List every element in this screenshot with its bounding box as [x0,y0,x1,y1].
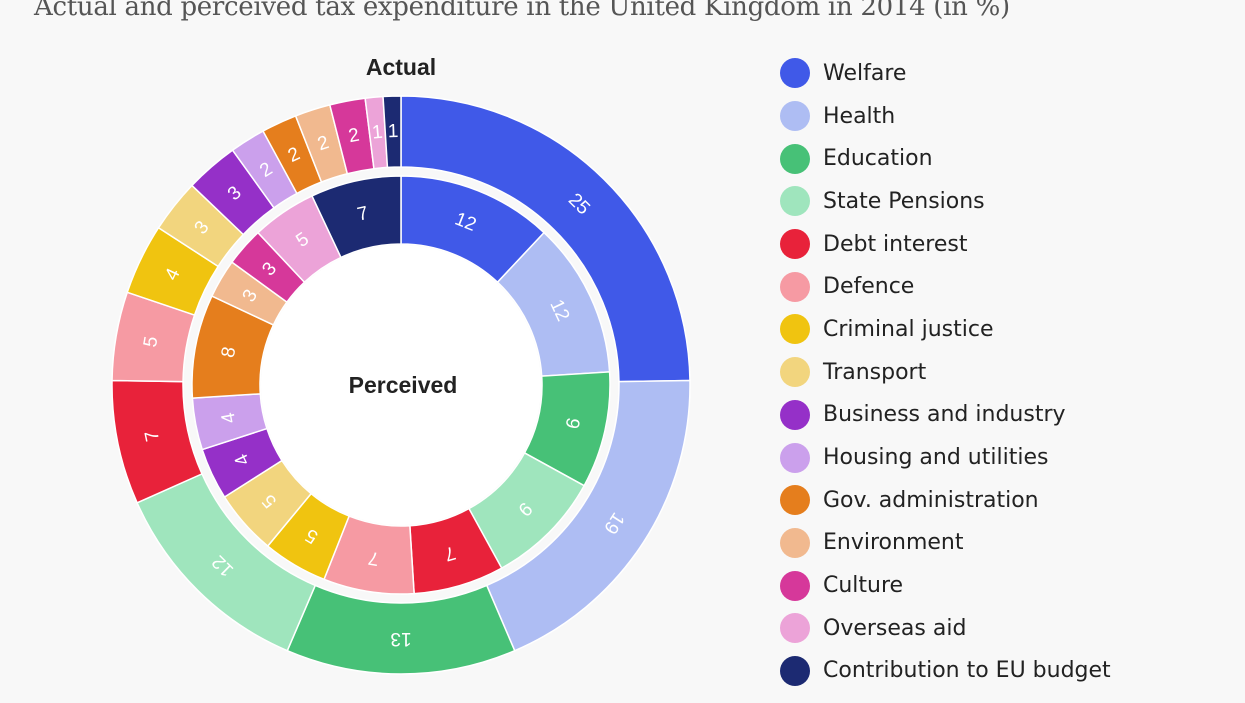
legend-swatch-icon [780,485,810,516]
legend-swatch-icon [780,655,810,686]
legend-label: Defence [823,274,915,300]
perceived-data-label-10: 8 [218,345,241,359]
legend-swatch-icon [780,527,810,558]
perceived-data-label-14: 7 [355,203,370,226]
legend-swatch-icon [780,613,810,644]
legend-item[interactable]: Welfare [780,52,1111,95]
legend-item[interactable]: Housing and utilities [780,436,1111,479]
legend-label: Health [823,103,896,129]
legend-label: Housing and utilities [823,445,1049,471]
legend-item[interactable]: Contribution to EU budget [780,650,1111,693]
legend-swatch-icon [780,143,810,174]
chart-title: Actual and perceived tax expenditure in … [34,0,1010,22]
actual-data-label-4: 7 [141,429,164,444]
legend-swatch-icon [780,58,810,89]
actual-data-label-14: 1 [388,121,399,142]
legend-item[interactable]: Culture [780,564,1111,607]
perceived-data-label-2: 9 [560,416,583,431]
legend-swatch-icon [780,101,810,132]
perceived-segment-14 [311,175,402,259]
legend-label: State Pensions [823,188,985,214]
legend-swatch-icon [780,271,810,302]
perceived-data-label-9: 4 [218,410,241,425]
legend-item[interactable]: Education [780,137,1111,180]
outer-ring-label: Actual [366,54,436,80]
actual-segment-14 [382,95,402,169]
legend-label: Debt interest [823,231,968,257]
legend-item[interactable]: Gov. administration [780,479,1111,522]
legend-swatch-icon [780,442,810,473]
legend-label: Education [823,146,933,172]
legend-item[interactable]: Defence [780,265,1111,308]
legend-item[interactable]: Environment [780,522,1111,565]
legend-label: Culture [823,573,904,599]
legend-item[interactable]: Transport [780,351,1111,394]
legend-swatch-icon [780,314,810,345]
legend-swatch-icon [780,186,810,217]
legend-item[interactable]: Health [780,95,1111,138]
legend-item[interactable]: Criminal justice [780,308,1111,351]
legend: Welfare Health Education State Pensions Debt… [780,52,1111,692]
legend-label: Contribution to EU budget [823,658,1111,684]
legend-label: Transport [823,359,927,385]
legend-label: Overseas aid [823,615,967,641]
legend-label: Criminal justice [823,316,994,342]
legend-item[interactable]: Business and industry [780,394,1111,437]
legend-swatch-icon [780,399,810,430]
actual-data-label-13: 1 [371,122,383,144]
legend-item[interactable]: Overseas aid [780,607,1111,650]
inner-hole [261,245,541,525]
legend-label: Business and industry [823,402,1066,428]
legend-label: Environment [823,530,964,556]
legend-label: Welfare [823,60,907,86]
legend-swatch-icon [780,357,810,388]
actual-data-label-12: 2 [347,125,361,148]
inner-ring-label: Perceived [349,372,458,398]
legend-item[interactable]: Debt interest [780,223,1111,266]
legend-swatch-icon [780,229,810,260]
legend-swatch-icon [780,570,810,601]
legend-item[interactable]: State Pensions [780,180,1111,223]
perceived-data-label-5: 7 [367,547,381,569]
actual-data-label-5: 5 [140,335,162,349]
actual-data-label-2: 13 [390,628,411,649]
legend-label: Gov. administration [823,487,1039,513]
